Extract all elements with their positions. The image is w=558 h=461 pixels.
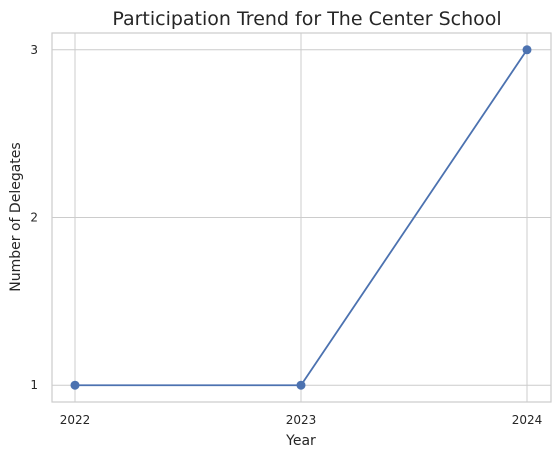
y-tick-label: 1 <box>30 378 38 392</box>
data-point <box>70 380 80 390</box>
data-point <box>296 380 306 390</box>
data-point <box>522 45 532 55</box>
tick-labels: 2022 2023 2024 1 2 3 <box>30 43 542 427</box>
x-tick-label: 2023 <box>286 413 317 427</box>
chart-title: Participation Trend for The Center Schoo… <box>112 8 501 30</box>
series-layer <box>70 45 532 390</box>
y-tick-label: 3 <box>30 43 38 57</box>
x-tick-label: 2022 <box>60 413 91 427</box>
grid-lines <box>52 33 551 402</box>
y-tick-label: 2 <box>30 211 38 225</box>
y-axis-label: Number of Delegates <box>8 142 24 291</box>
x-tick-label: 2024 <box>512 413 543 427</box>
x-axis-label: Year <box>285 433 316 449</box>
plot-frame <box>51 32 552 403</box>
